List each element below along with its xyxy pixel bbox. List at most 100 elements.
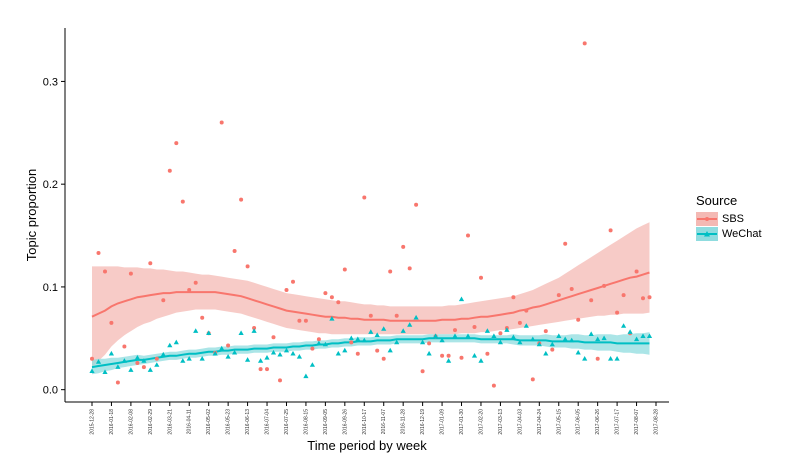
wechat-point [458,296,465,302]
sbs-point [621,293,626,298]
x-tick-label: 2016-06-13 [245,409,251,435]
x-tick-label: 2017-07-17 [615,409,621,435]
sbs-point [161,298,166,303]
wechat-point [141,358,147,363]
sbs-point [193,280,198,285]
wechat-point [212,350,218,356]
sbs-point [556,293,561,298]
wechat-point [646,333,653,338]
wechat-point [128,367,134,372]
y-axis-label: Topic proportion [24,169,39,262]
wechat-point [173,339,179,345]
sbs-point [239,197,244,202]
sbs-point [466,233,470,238]
sbs-point [174,141,179,146]
wechat-legend-key-icon [696,226,718,241]
sbs-point [128,271,133,276]
x-tick-label: 2016-08-15 [303,409,309,435]
sbs-point [589,298,594,303]
wechat-point [569,337,575,343]
wechat-point [523,323,529,328]
x-tick-label: 2017-01-30 [459,409,465,435]
wechat-point [465,333,471,338]
wechat-point [478,358,484,363]
wechat-point [219,345,225,351]
legend-title: Source [696,193,738,208]
legend: Source SBS WeChat [696,193,782,241]
sbs-point [297,318,302,323]
sbs-point [115,380,120,385]
wechat-point [283,347,290,353]
wechat-point [270,349,277,355]
wechat-point [381,326,387,331]
sbs-point [232,249,237,253]
confidence-bands [92,222,650,375]
legend-item-wechat: WeChat [696,226,782,241]
wechat-point [413,314,419,320]
sbs-point [96,251,101,255]
data-points [89,41,653,388]
sbs-point [576,317,581,322]
wechat-point [614,356,620,361]
wechat-point [225,354,231,359]
legend-item-sbs: SBS [696,211,782,226]
wechat-point [264,355,270,360]
x-ticks: 2015-12-28 2016-01-18 2016-02-08 2016-02-29… [90,402,660,435]
sbs-point [368,313,373,318]
sbs-confidence-band [92,222,650,368]
sbs-point [550,347,555,352]
sbs-point [440,353,445,358]
wechat-point [232,349,238,355]
wechat-confidence-band [92,332,650,375]
wechat-point [108,350,114,356]
wechat-point [115,364,121,369]
wechat-point [497,339,503,345]
sbs-point [543,329,548,334]
wechat-point [368,329,374,334]
sbs-point [595,356,600,361]
sbs-point [602,283,607,288]
sbs-point [401,244,406,249]
y-tick-label: 0.3 [43,76,58,88]
sbs-point [219,120,224,125]
sbs-point [479,275,483,280]
x-tick-label: 2016-07-25 [284,409,290,435]
wechat-point [588,331,594,336]
wechat-point [601,335,607,341]
sbs-point [271,335,276,340]
wechat-point [536,341,542,347]
wechat-point [400,328,406,333]
wechat-point [471,353,478,358]
sbs-point [200,315,205,320]
sbs-point [355,351,360,356]
wechat-point [206,330,212,335]
sbs-point [375,348,380,353]
wechat-point [452,333,458,338]
sbs-point [154,356,159,361]
wechat-point [491,333,497,338]
sbs-point [414,202,419,207]
wechat-point [199,356,205,361]
sbs-point [258,367,263,372]
wechat-point [238,330,244,335]
wechat-point [186,356,192,361]
x-tick-label: 2016-02-29 [148,409,154,435]
sbs-point [278,378,282,383]
x-tick-label: 2016-05-02 [206,409,212,435]
wechat-point [595,336,601,342]
sbs-point [563,241,568,246]
wechat-point [627,329,633,334]
sbs-point [608,228,613,233]
sbs-point [498,331,503,336]
sbs-point [381,356,386,361]
sbs-point [180,199,185,204]
wechat-point [309,362,315,367]
sbs-point [148,261,153,266]
sbs-point [362,195,367,200]
wechat-point [316,340,322,346]
wechat-point [329,316,335,321]
sbs-point [109,320,114,325]
wechat-point [446,358,452,363]
wechat-point [582,356,588,361]
